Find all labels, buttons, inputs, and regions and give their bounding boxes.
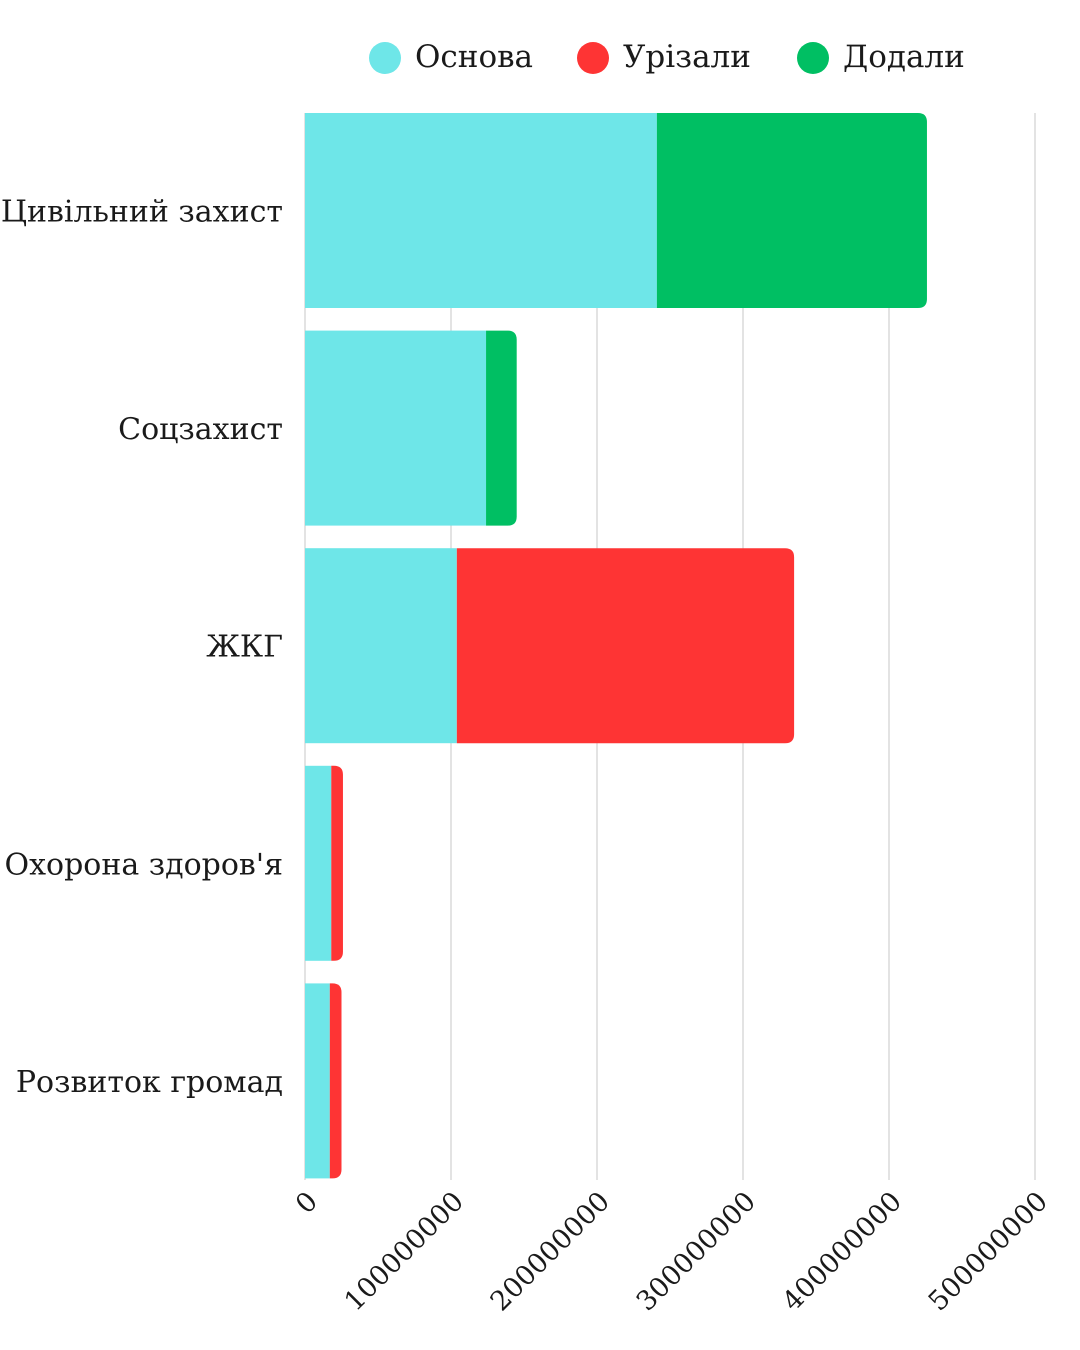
x-tick-label-2: 200000000 xyxy=(485,1186,616,1317)
bar-охорона-здоров-я-урізали xyxy=(331,765,343,961)
legend-marker-2 xyxy=(577,42,609,74)
x-tick-label-4: 400000000 xyxy=(777,1186,908,1317)
bars xyxy=(305,113,927,1179)
bar-розвиток-громад-урізали xyxy=(329,983,342,1179)
x-axis-ticks: 0 100000000 200000000 300000000 400000000 500… xyxy=(290,1186,1054,1317)
category-labels: Цивільний захист Соцзахист ЖКГ Охорона здор… xyxy=(1,195,283,1100)
bar-розвиток-громад-основа xyxy=(305,983,330,1179)
category-label-3: ЖКГ xyxy=(206,630,283,665)
legend-label-2: Урізали xyxy=(623,39,751,75)
bar-соцзахист-додали xyxy=(486,330,517,526)
legend: Основа Урізали Додали xyxy=(369,39,965,75)
x-tick-label-3: 300000000 xyxy=(631,1186,762,1317)
legend-marker-1 xyxy=(369,42,401,74)
category-label-2: Соцзахист xyxy=(118,412,283,447)
category-label-1: Цивільний захист xyxy=(1,195,283,230)
bar-жкг-основа xyxy=(305,548,457,744)
legend-label-3: Додали xyxy=(843,39,965,75)
legend-label-1: Основа xyxy=(415,39,533,75)
bar-жкг-урізали xyxy=(456,548,795,744)
bar-охорона-здоров-я-основа xyxy=(305,765,332,961)
legend-marker-3 xyxy=(797,42,829,74)
x-tick-label-1: 100000000 xyxy=(339,1186,470,1317)
category-label-4: Охорона здоров'я xyxy=(5,847,283,882)
bar-цивільний-захист-основа xyxy=(305,113,657,308)
x-tick-label-0: 0 xyxy=(290,1186,324,1220)
x-tick-label-5: 500000000 xyxy=(923,1186,1054,1317)
bar-цивільний-захист-додали xyxy=(656,113,927,308)
category-label-5: Розвиток громад xyxy=(16,1065,283,1100)
bar-соцзахист-основа xyxy=(305,330,487,526)
